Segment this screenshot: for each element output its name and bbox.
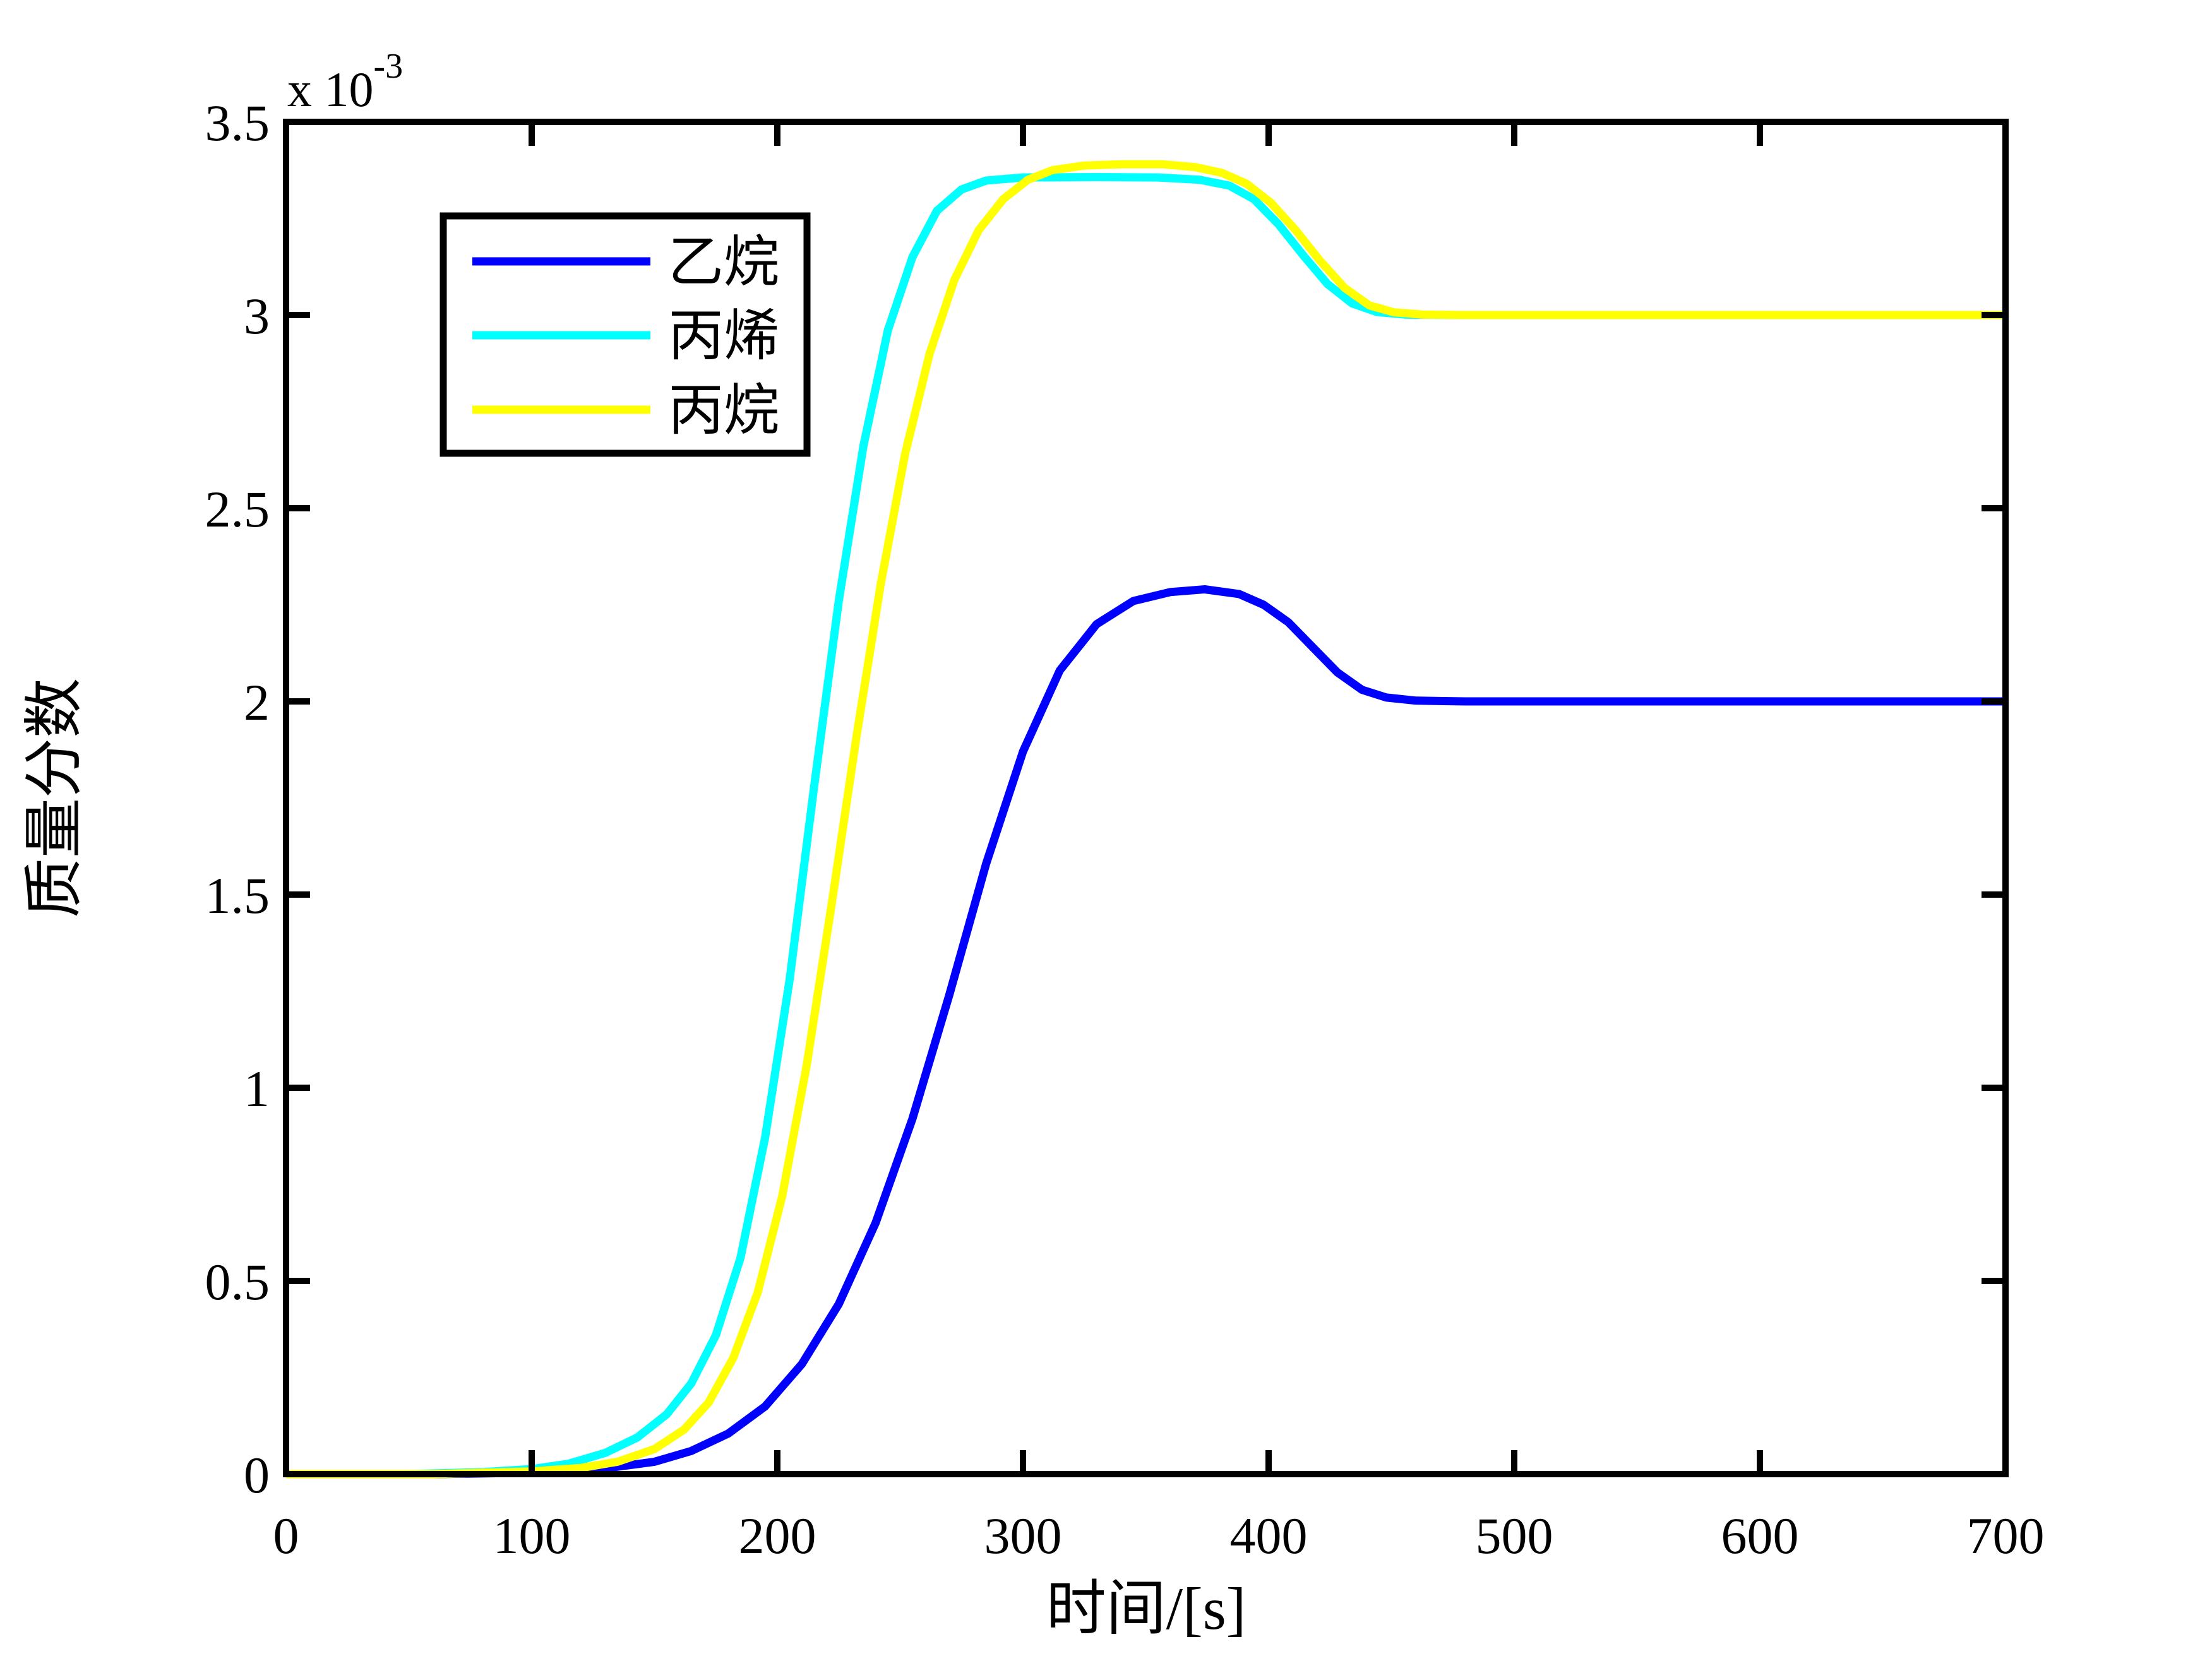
y-axis-offset-text: x 10-3 bbox=[287, 47, 403, 117]
curve-propane bbox=[286, 160, 2006, 1479]
legend-label-propane: 丙烷 bbox=[668, 381, 779, 442]
legend-label-ethane: 乙烷 bbox=[668, 232, 779, 294]
x-tick-label: 200 bbox=[739, 1507, 816, 1564]
x-axis-label: 时间/[s] bbox=[1046, 1575, 1246, 1642]
y-tick-label: 2 bbox=[244, 674, 270, 731]
y-tick-label: 1.5 bbox=[205, 867, 270, 924]
legend-entry-ethane: 乙烷 bbox=[472, 232, 779, 294]
curve-ethane bbox=[286, 585, 2006, 1479]
y-tick-label: 2.5 bbox=[205, 480, 270, 538]
y-axis-offset-exponent: -3 bbox=[374, 47, 404, 86]
y-tick-label: 0 bbox=[244, 1446, 270, 1504]
curve-propylene bbox=[286, 173, 2006, 1479]
y-tick-label: 3 bbox=[244, 287, 270, 345]
legend-label-propylene: 丙烯 bbox=[668, 306, 779, 367]
x-tick-label: 700 bbox=[1967, 1507, 2045, 1564]
axes-frame bbox=[283, 119, 2009, 1477]
y-tick-label: 1 bbox=[244, 1060, 270, 1117]
x-tick-label: 0 bbox=[273, 1507, 299, 1564]
y-tick-label: 0.5 bbox=[205, 1253, 270, 1311]
y-axis-offset-base: x 10 bbox=[287, 62, 374, 117]
x-tick-label: 600 bbox=[1721, 1507, 1799, 1564]
x-tick-label: 400 bbox=[1230, 1507, 1308, 1564]
legend-entry-propane: 丙烷 bbox=[472, 381, 779, 442]
legend-entry-propylene: 丙烯 bbox=[472, 306, 779, 367]
legend: 乙烷 丙烯 丙烷 bbox=[439, 212, 811, 457]
x-axis-ticks: 0 100 200 300 400 500 600 700 bbox=[273, 122, 2045, 1564]
y-axis-label: 质量分数 bbox=[21, 678, 88, 918]
x-tick-label: 100 bbox=[493, 1507, 571, 1564]
y-tick-label: 3.5 bbox=[205, 94, 270, 152]
x-tick-label: 500 bbox=[1476, 1507, 1553, 1564]
x-tick-label: 300 bbox=[984, 1507, 1062, 1564]
series-curves bbox=[286, 160, 2006, 1479]
y-axis-ticks: 0 0.5 1 1.5 2 2.5 3 3.5 bbox=[205, 94, 2006, 1504]
